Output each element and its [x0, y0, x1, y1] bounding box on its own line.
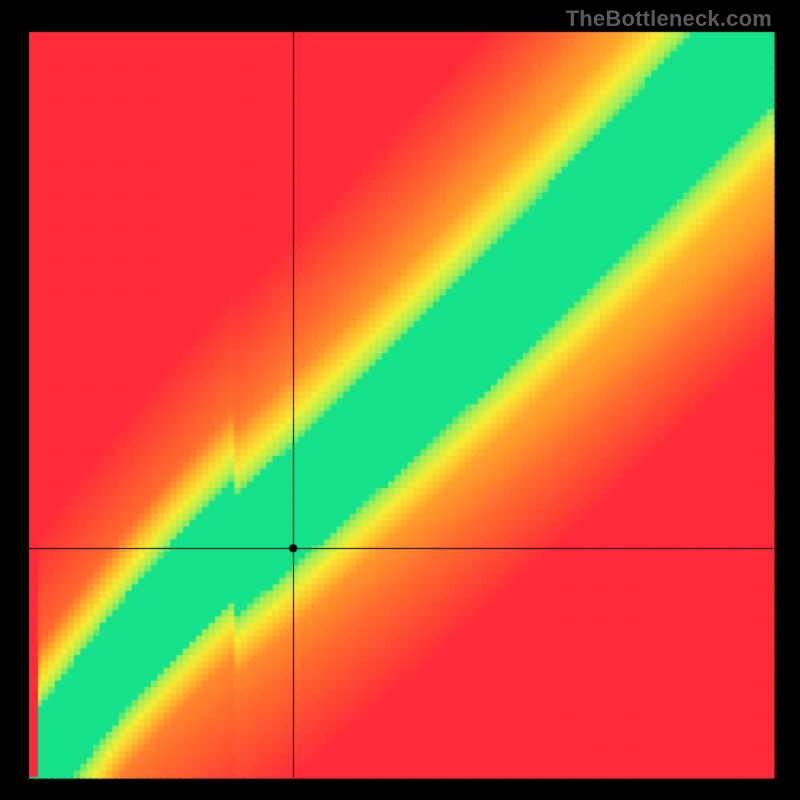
attribution-label: TheBottleneck.com: [566, 6, 772, 32]
chart-container: TheBottleneck.com: [0, 0, 800, 800]
bottleneck-heatmap: [0, 0, 800, 800]
